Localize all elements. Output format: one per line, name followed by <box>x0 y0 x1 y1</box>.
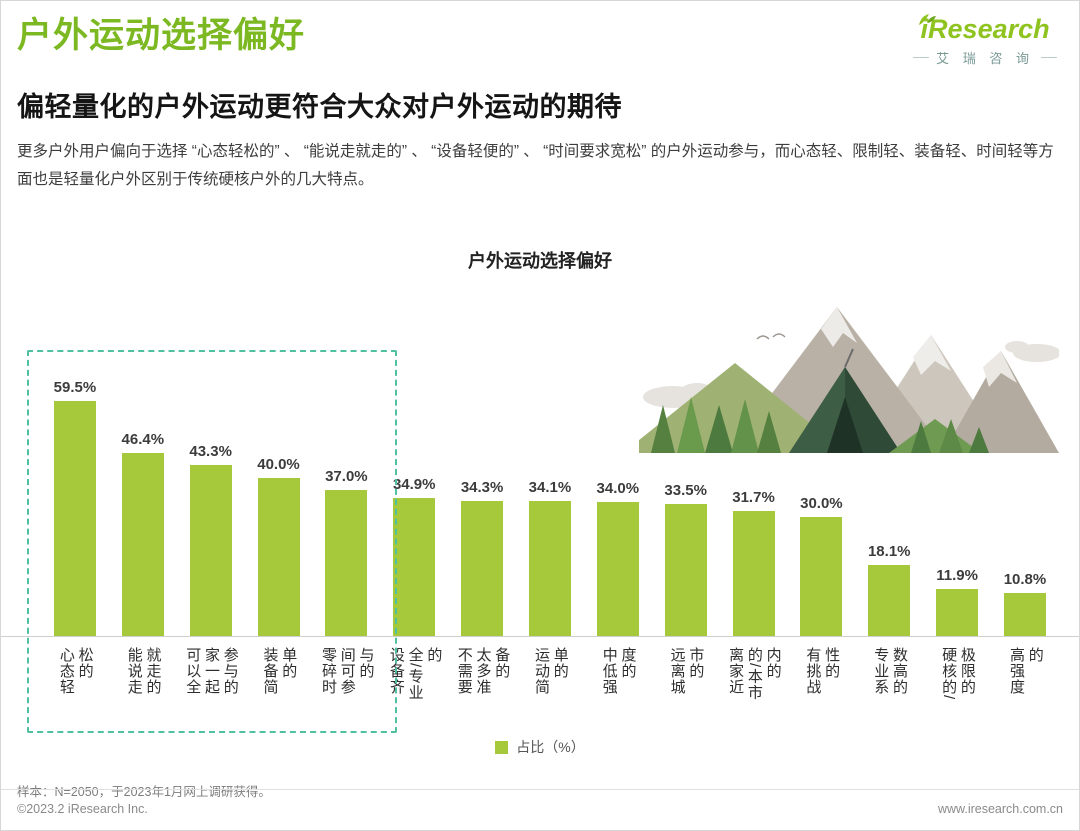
chart-title: 户外运动选择偏好 <box>468 251 612 272</box>
bar-value-label: 59.5% <box>53 379 97 397</box>
bar-category-label: 零碎时间可参与的 <box>319 647 375 696</box>
bar-category-label: 中低强度的 <box>600 647 637 696</box>
bar <box>1003 593 1046 637</box>
sample-note: 样本：N=2050，于2023年1月网上调研获得。 <box>17 785 271 800</box>
bar-category-label: 能说走就走的 <box>125 647 162 696</box>
bar-column: 59.5% <box>41 379 109 637</box>
chart-section: 户外运动选择偏好 <box>1 247 1079 757</box>
bar-column: 10.8% <box>991 571 1059 637</box>
bar-column: 40.0% <box>245 456 313 637</box>
bar-column: 43.3% <box>177 443 245 637</box>
mountain-camping-illustration <box>623 301 1061 454</box>
intro-paragraph: 更多户外用户偏向于选择 “心态轻松的” 、 “能说走就走的” 、 “设备轻便的”… <box>17 142 1054 189</box>
categories-row: 心态轻松的 能说走就走的 可以全家一起参与的 装备简单的 零碎时间可参与的 设备齐全/专业… <box>1 637 1079 735</box>
iresearch-logo-text: iResearch <box>918 14 1050 45</box>
bar <box>461 501 504 637</box>
bar-category-label: 有挑战性的 <box>804 647 841 696</box>
bar <box>393 498 436 637</box>
iresearch-logo: iResearch 艾 瑞 咨 询 <box>913 14 1061 67</box>
bar-category-label: 心态轻松的 <box>57 647 94 696</box>
bar-value-label: 43.3% <box>189 443 232 461</box>
bar-value-label: 33.5% <box>664 482 707 500</box>
bar-category-label: 运动简单的 <box>532 647 569 696</box>
bar <box>732 511 775 637</box>
bar-value-label: 11.9% <box>936 567 978 585</box>
bar-chart: 59.5% 46.4% 43.3% 40.0% 37.0% 34.9% 34.3% 34.1%… <box>1 337 1079 735</box>
bar <box>596 502 639 637</box>
bar-value-label: 30.0% <box>800 495 843 513</box>
logo-rule-left <box>913 56 930 58</box>
bar-value-label: 37.0% <box>325 468 368 486</box>
bar-category-label: 不需要太多准备的 <box>455 647 511 696</box>
bar <box>800 517 843 637</box>
bar-column: 34.3% <box>448 479 516 637</box>
bar-category-label: 高强度的 <box>1007 647 1044 696</box>
brand-name-cn: 艾 瑞 咨 询 <box>913 48 1057 67</box>
legend-label: 占比（%） <box>516 739 585 756</box>
bar-value-label: 34.9% <box>392 476 436 494</box>
bar-value-label: 31.7% <box>732 489 775 507</box>
bar-value-label: 40.0% <box>257 456 300 474</box>
bar-value-label: 10.8% <box>1003 571 1047 589</box>
header: 户外运动选择偏好 iResearch 艾 瑞 咨 询 <box>1 1 1079 67</box>
leaf-icon <box>917 4 937 34</box>
bar-value-label: 46.4% <box>121 431 165 449</box>
copyright-text: ©2023.2 iResearch Inc. <box>17 802 148 816</box>
legend-swatch <box>495 740 509 754</box>
bar-column: 18.1% <box>855 543 923 637</box>
bar <box>868 565 911 637</box>
bar <box>325 490 368 637</box>
bar-column: 33.5% <box>652 482 720 637</box>
bar-column: 37.0% <box>312 468 380 637</box>
bar <box>257 478 300 637</box>
bar <box>664 504 707 637</box>
bar-value-label: 34.0% <box>596 480 640 498</box>
bar-value-label: 18.1% <box>867 543 911 561</box>
bar-category-label: 可以全家一起参与的 <box>184 647 239 696</box>
bottom-bar: ©2023.2 iResearch Inc. www.iresearch.com… <box>1 789 1079 830</box>
bar-column: 30.0% <box>787 495 855 637</box>
website-text: www.iresearch.com.cn <box>937 802 1063 816</box>
chart-legend: 占比（%） <box>1 737 1079 757</box>
bar-category-label: 设备齐全/专业的 <box>387 647 443 701</box>
bar-value-label: 34.1% <box>528 479 572 497</box>
logo-rule-right <box>1041 56 1057 58</box>
report-subtitle: 偏轻量化的户外运动更符合大众对户外运动的期待 <box>17 91 622 122</box>
bar <box>936 589 979 637</box>
bar-column: 11.9% <box>923 567 991 637</box>
bar <box>528 501 571 637</box>
bar-value-label: 34.3% <box>460 479 504 497</box>
bar <box>189 465 232 637</box>
bar-column: 31.7% <box>720 489 788 637</box>
bar <box>53 401 96 637</box>
bar-category-label: 专业系数高的 <box>872 647 908 696</box>
brand-name: iResearch <box>920 14 1050 44</box>
bars-row: 59.5% 46.4% 43.3% 40.0% 37.0% 34.9% 34.3% 34.1%… <box>1 337 1079 638</box>
bar-column: 34.9% <box>380 476 448 637</box>
bar-category-label: 装备简单的 <box>261 647 298 696</box>
bar <box>121 453 164 637</box>
bar-category-label: 硬核的/极限的 <box>940 647 976 701</box>
bar-category-label: 离家近的/本市内的 <box>727 647 782 701</box>
bar-column: 34.1% <box>516 479 584 637</box>
bar-column: 46.4% <box>109 431 177 637</box>
bar-column: 34.0% <box>584 480 652 637</box>
page-title: 户外运动选择偏好 <box>17 16 306 55</box>
bar-category-label: 远离城市的 <box>668 647 705 696</box>
